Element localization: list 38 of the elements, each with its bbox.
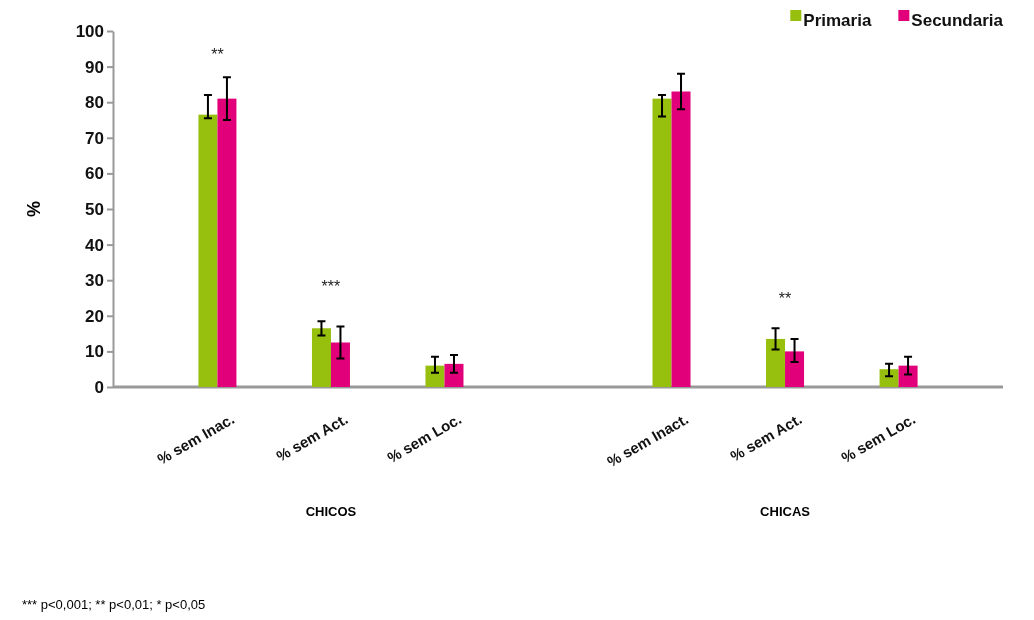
bar <box>879 369 899 387</box>
legend-label: Primaria <box>803 11 872 30</box>
bar <box>652 98 672 387</box>
x-tick-label: % sem Inac. <box>154 410 238 468</box>
y-tick-label: 90 <box>85 57 104 77</box>
annotation: ** <box>778 290 792 307</box>
y-tick-label: 60 <box>85 164 104 184</box>
x-tick-label: % sem Loc. <box>384 410 465 467</box>
bar <box>198 114 218 387</box>
bar <box>898 365 918 387</box>
bar <box>425 365 445 387</box>
y-tick-label: 10 <box>85 342 104 362</box>
y-tick-label: 30 <box>85 271 104 291</box>
y-axis-title: % <box>24 200 44 218</box>
y-tick-label: 0 <box>94 377 104 397</box>
bar <box>444 363 464 387</box>
bar <box>217 98 237 387</box>
bar <box>766 338 786 387</box>
y-tick-label: 100 <box>75 21 104 41</box>
legend-label: Secundaria <box>911 11 1004 30</box>
y-tick-label: 70 <box>85 128 104 148</box>
y-tick-label: 80 <box>85 93 104 113</box>
y-tick-label: 50 <box>85 199 104 219</box>
x-tick-label: % sem Loc. <box>838 410 919 467</box>
annotation: ** <box>211 46 224 63</box>
y-tick-label: 40 <box>85 235 104 255</box>
bar <box>330 342 350 387</box>
text: CHICAS <box>760 504 811 519</box>
x-tick-label: % sem Inact. <box>603 410 692 471</box>
y-tick-label: 20 <box>85 306 104 326</box>
bar <box>311 328 331 387</box>
bar <box>785 351 805 387</box>
text: *** p<0,001; ** p<0,01; * p<0,05 <box>22 597 206 612</box>
text: CHICOS <box>305 504 357 519</box>
bar <box>671 91 691 387</box>
annotation: *** <box>321 278 341 295</box>
x-tick-label: % sem Act. <box>273 410 351 465</box>
x-tick-label: % sem Act. <box>727 410 805 465</box>
